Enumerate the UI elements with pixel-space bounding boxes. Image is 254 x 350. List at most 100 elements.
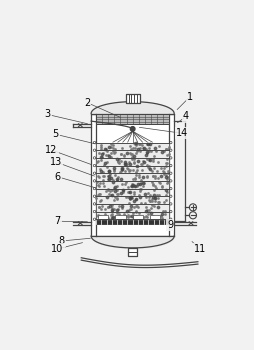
- Point: [132, 189, 136, 195]
- Point: [112, 206, 116, 211]
- Point: [128, 195, 132, 201]
- Point: [155, 204, 159, 210]
- Point: [152, 192, 156, 198]
- Point: [132, 156, 136, 162]
- Point: [115, 210, 119, 216]
- Point: [138, 181, 142, 187]
- Point: [156, 179, 161, 185]
- Point: [138, 177, 142, 183]
- Point: [128, 196, 132, 202]
- Bar: [96, 211, 169, 219]
- Point: [162, 211, 166, 217]
- Point: [98, 166, 102, 172]
- Point: [147, 193, 151, 198]
- Point: [166, 170, 170, 175]
- Point: [119, 203, 123, 209]
- Point: [133, 213, 137, 218]
- Point: [139, 161, 144, 167]
- Point: [106, 153, 110, 159]
- Point: [112, 168, 116, 174]
- Point: [145, 190, 149, 196]
- Point: [159, 149, 163, 154]
- Bar: [132, 215, 142, 219]
- Point: [155, 159, 159, 164]
- Point: [149, 196, 153, 202]
- Point: [119, 167, 123, 172]
- Point: [131, 176, 135, 182]
- Point: [164, 187, 168, 193]
- Bar: [115, 215, 125, 219]
- Point: [114, 176, 118, 181]
- Point: [124, 165, 128, 171]
- Point: [142, 159, 146, 165]
- Point: [113, 214, 117, 220]
- Point: [111, 165, 115, 171]
- Point: [115, 206, 119, 212]
- Point: [106, 173, 110, 178]
- Point: [164, 190, 168, 195]
- Bar: [96, 189, 169, 196]
- Point: [127, 143, 131, 149]
- Point: [137, 148, 141, 154]
- Point: [132, 153, 136, 159]
- Point: [98, 180, 102, 186]
- Point: [145, 150, 149, 156]
- Point: [104, 188, 108, 194]
- Point: [115, 177, 119, 183]
- Point: [135, 167, 139, 173]
- Point: [99, 142, 103, 147]
- Point: [162, 169, 166, 175]
- Point: [102, 162, 106, 168]
- Point: [128, 167, 132, 173]
- Point: [159, 211, 163, 217]
- Point: [153, 183, 157, 189]
- Text: 3: 3: [44, 110, 51, 119]
- Bar: [96, 196, 169, 204]
- Point: [157, 199, 161, 205]
- Point: [96, 158, 100, 164]
- Point: [141, 180, 145, 186]
- Point: [151, 214, 155, 219]
- Point: [116, 211, 120, 217]
- Point: [122, 152, 126, 158]
- Point: [165, 177, 169, 182]
- Point: [104, 160, 108, 165]
- Point: [97, 204, 101, 209]
- Point: [110, 208, 114, 213]
- Point: [125, 189, 129, 195]
- Point: [161, 148, 165, 154]
- Point: [117, 203, 121, 209]
- Point: [137, 195, 141, 200]
- Point: [95, 192, 99, 198]
- Point: [102, 184, 106, 189]
- Point: [119, 159, 123, 164]
- Point: [145, 149, 149, 155]
- Point: [135, 203, 139, 209]
- Point: [145, 141, 149, 146]
- Point: [126, 207, 130, 212]
- Text: 12: 12: [45, 145, 58, 155]
- Point: [100, 154, 104, 160]
- Point: [138, 145, 142, 150]
- Point: [123, 168, 127, 174]
- Point: [132, 183, 136, 188]
- Point: [104, 194, 108, 200]
- Point: [99, 152, 103, 157]
- Point: [164, 180, 168, 186]
- Point: [134, 163, 138, 169]
- Point: [113, 146, 117, 152]
- Point: [127, 150, 131, 155]
- Point: [121, 189, 125, 195]
- Point: [145, 174, 149, 180]
- Point: [141, 214, 145, 220]
- Point: [125, 184, 129, 189]
- Point: [123, 162, 128, 167]
- Point: [111, 214, 115, 219]
- Text: 13: 13: [49, 157, 61, 167]
- Point: [133, 175, 137, 181]
- Point: [103, 212, 107, 217]
- Bar: [96, 220, 169, 224]
- Point: [126, 215, 130, 220]
- Point: [165, 146, 169, 152]
- Point: [153, 149, 157, 154]
